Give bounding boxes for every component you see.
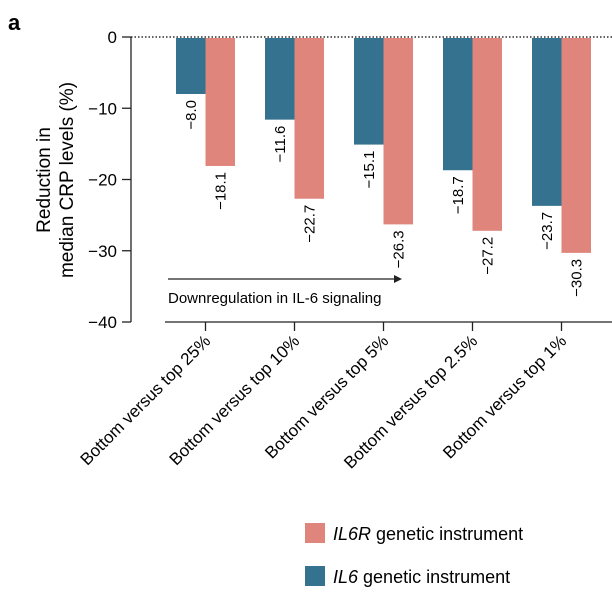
bar-il6r xyxy=(472,38,502,231)
legend-label-rest: genetic instrument xyxy=(358,567,510,587)
panel-label: a xyxy=(8,10,21,35)
data-label: −23.7 xyxy=(539,212,556,250)
y-tick-label: −30 xyxy=(88,242,117,261)
y-tick-label: −20 xyxy=(88,171,117,190)
y-tick-label: −10 xyxy=(88,99,117,118)
legend-swatch-il6r xyxy=(305,523,325,543)
bar-il6 xyxy=(265,38,295,120)
data-label: −11.6 xyxy=(272,126,289,163)
legend-swatch-il6 xyxy=(305,566,325,586)
legend-label-il6: IL6 genetic instrument xyxy=(333,567,510,587)
y-axis-label-line2: median CRP levels (%) xyxy=(57,82,78,278)
bar-il6 xyxy=(176,38,206,94)
legend-gene-name: IL6R xyxy=(333,524,371,544)
legend-gene-name: IL6 xyxy=(333,567,359,587)
data-label: −27.2 xyxy=(479,237,496,275)
data-label: −22.7 xyxy=(301,205,318,243)
data-label: −18.1 xyxy=(212,172,229,210)
data-label: −26.3 xyxy=(390,230,407,268)
bar-il6 xyxy=(354,38,384,145)
bar-il6r xyxy=(561,38,591,253)
bar-il6r xyxy=(205,38,235,166)
bar-il6r xyxy=(383,38,413,225)
y-tick-label: −40 xyxy=(88,313,117,332)
y-axis-label-line1: Reduction in xyxy=(34,127,55,233)
arrow-head-icon xyxy=(394,275,402,283)
annotation-text: Downregulation in IL-6 signaling xyxy=(168,290,381,307)
data-label: −15.1 xyxy=(361,151,378,189)
legend-label-rest: genetic instrument xyxy=(371,524,523,544)
data-label: −8.0 xyxy=(183,100,200,130)
bar-il6 xyxy=(532,38,562,206)
data-label: −30.3 xyxy=(568,259,585,297)
y-tick-label: 0 xyxy=(108,28,117,47)
data-label: −18.7 xyxy=(450,176,467,214)
bar-il6r xyxy=(294,38,324,199)
legend-label-il6r: IL6R genetic instrument xyxy=(333,524,523,544)
bar-il6 xyxy=(443,38,473,171)
